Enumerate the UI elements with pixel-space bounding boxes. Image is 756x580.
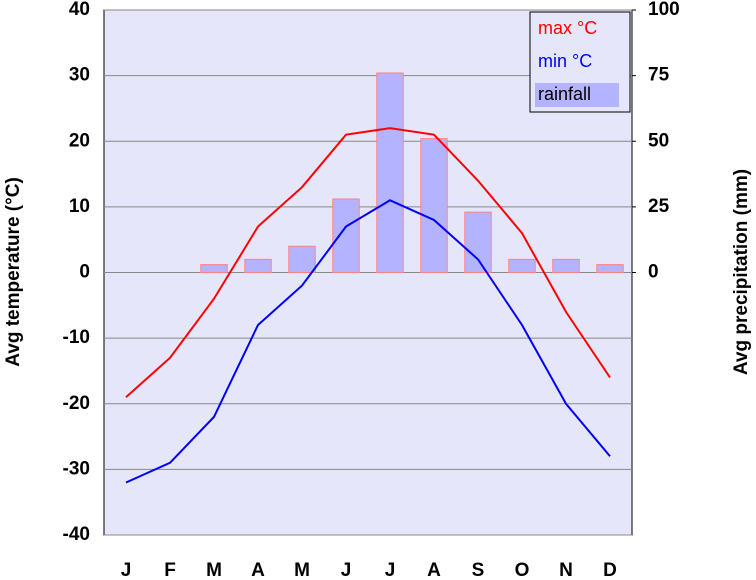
y-tick-label: 0 (79, 262, 90, 283)
legend-swatch (535, 83, 619, 107)
x-tick-label: M (206, 560, 222, 580)
legend-label: max °C (538, 18, 597, 38)
x-tick-label: D (603, 560, 617, 580)
y-tick-label: 10 (69, 196, 90, 217)
y2-tick-label: 0 (648, 262, 659, 283)
x-tick-label: O (515, 560, 530, 580)
x-tick-label: J (385, 560, 396, 580)
x-tick-label: S (472, 560, 485, 580)
bar (508, 258, 536, 273)
x-tick-label: A (427, 560, 441, 580)
bar (420, 138, 448, 273)
x-tick-label: J (121, 560, 132, 580)
y-tick-label: -40 (63, 524, 90, 545)
bar (376, 72, 404, 273)
x-tick-label: J (341, 560, 352, 580)
y-tick-label: 20 (69, 130, 90, 151)
bar (552, 258, 580, 273)
y2-axis-title: Avg precipitation (mm) (731, 169, 752, 375)
x-tick-label: F (164, 560, 176, 580)
line (125, 127, 611, 398)
x-tick-label: N (559, 560, 573, 580)
x-tick-label: M (294, 560, 310, 580)
y-tick-label: -10 (63, 327, 90, 348)
y-tick-label: 30 (69, 65, 90, 86)
x-tick-label: A (251, 560, 265, 580)
bar (332, 198, 360, 273)
bar (288, 245, 316, 273)
legend-label: rainfall (538, 84, 591, 104)
bar (596, 264, 624, 273)
y2-tick-label: 100 (648, 0, 680, 20)
y-axis-title: Avg temperature (°C) (3, 177, 24, 367)
y-tick-label: -20 (63, 393, 90, 414)
y2-tick-label: 50 (648, 130, 669, 151)
legend-label: min °C (538, 51, 592, 71)
line (125, 199, 611, 484)
bar (244, 258, 272, 273)
y2-tick-label: 75 (648, 65, 670, 86)
y-tick-label: 40 (69, 0, 90, 20)
y2-tick-label: 25 (648, 196, 670, 217)
bar (200, 264, 228, 273)
bar (464, 211, 492, 273)
y-tick-label: -30 (63, 458, 90, 479)
